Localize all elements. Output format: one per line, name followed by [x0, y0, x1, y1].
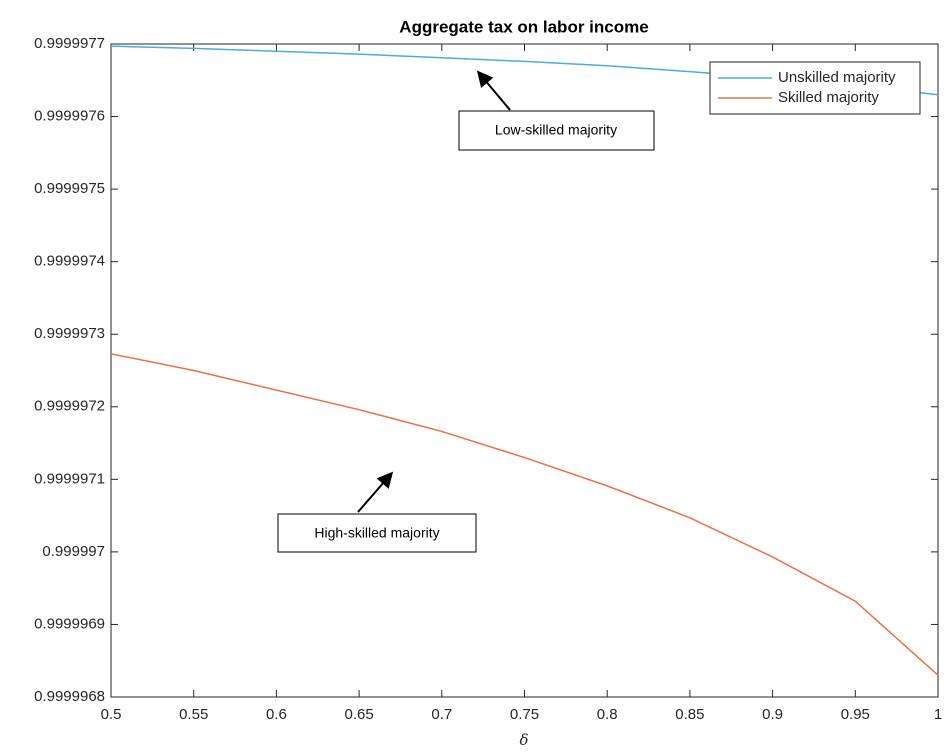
plot-area: [110, 43, 939, 698]
x-tick-label: 0.75: [510, 706, 539, 723]
annotation: High-skilled majority: [314, 525, 439, 541]
x-tick-label: 0.95: [841, 706, 870, 723]
y-tick-label: 0.9999973: [34, 325, 105, 342]
y-tick-label: 0.9999976: [34, 108, 105, 125]
x-tick-label: 1: [934, 706, 942, 723]
annotation-box: [277, 513, 477, 553]
y-tick-label: 0.9999974: [34, 253, 105, 270]
annotation-arrow: [357, 471, 394, 513]
y-tick-label: 0.9999975: [34, 180, 105, 197]
annotation-arrow: [476, 70, 511, 111]
annotation-box: [458, 110, 655, 151]
y-tick-label: 0.9999969: [34, 615, 105, 632]
y-tick-label: 0.9999977: [34, 35, 105, 52]
annotation: Low-skilled majority: [495, 122, 617, 138]
y-tick-label: 0.9999968: [34, 688, 105, 705]
x-tick-label: 0.85: [675, 706, 704, 723]
y-tick-label: 0.9999972: [34, 398, 105, 415]
legend-label: Unskilled majority: [778, 69, 896, 86]
annotations: Low-skilled majority High-skilled majori…: [277, 70, 655, 553]
x-tick-label: 0.8: [597, 706, 618, 723]
x-tick-label: 0.9: [762, 706, 783, 723]
y-tick-label: 0.9999971: [34, 470, 105, 487]
x-axis-label: δ: [519, 731, 528, 749]
line: [110, 353, 939, 676]
x-tick-label: 0.5: [101, 706, 122, 723]
x-tick-label: 0.6: [266, 706, 287, 723]
legend-label: Skilled majority: [778, 89, 879, 106]
y-tick-label: 0.999997: [42, 543, 105, 560]
legend-box: [709, 61, 921, 115]
x-tick-label: 0.55: [179, 706, 208, 723]
x-tick-label: 0.65: [344, 706, 373, 723]
chart-title: Aggregate tax on labor income: [399, 17, 648, 36]
x-tick-label: 0.7: [431, 706, 452, 723]
